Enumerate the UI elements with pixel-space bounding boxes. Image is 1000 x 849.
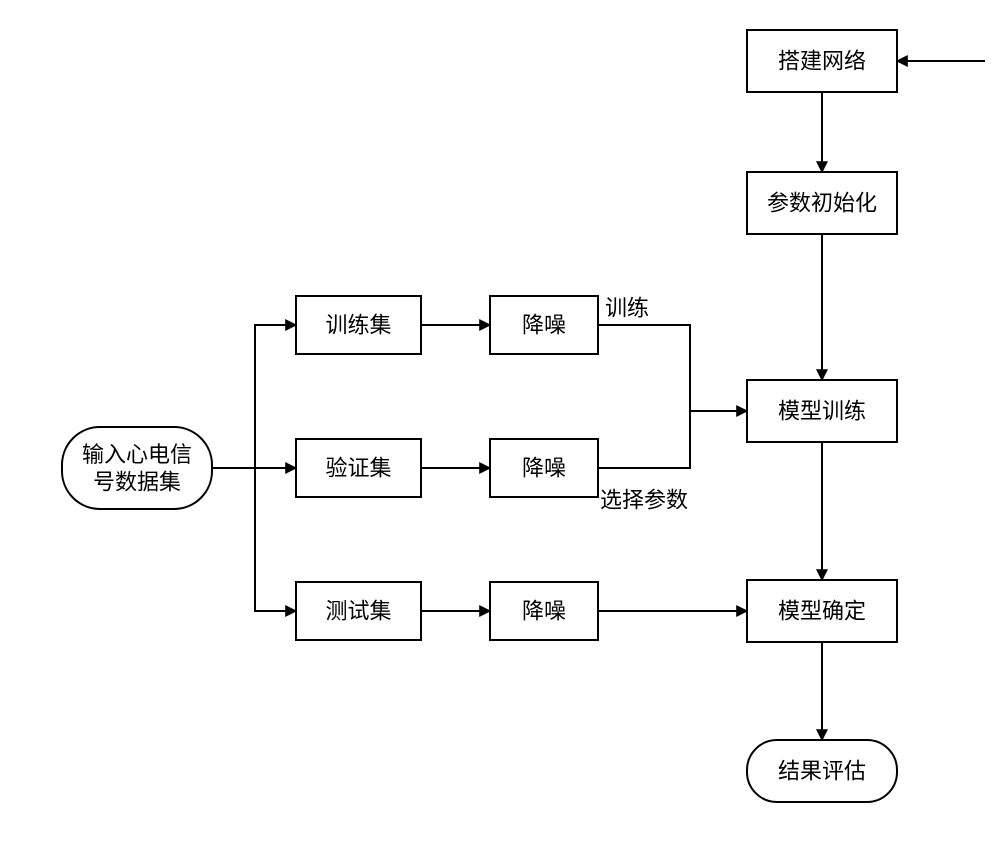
node-label: 输入心电信 — [82, 442, 192, 467]
flow-edge — [212, 325, 296, 468]
flow-edge — [598, 411, 690, 468]
flow-edge — [212, 468, 296, 611]
node-label: 号数据集 — [93, 469, 181, 494]
node-label: 模型训练 — [778, 399, 866, 424]
flowchart-diagram: 训练选择参数输入心电信号数据集训练集验证集测试集降噪降噪降噪搭建网络参数初始化模… — [0, 0, 1000, 849]
edge-label: 选择参数 — [600, 488, 688, 513]
node-label: 验证集 — [325, 456, 391, 481]
node-label: 搭建网络 — [778, 49, 866, 74]
node-label: 参数初始化 — [767, 191, 877, 216]
node-input — [62, 427, 212, 509]
node-label: 测试集 — [325, 599, 391, 624]
node-label: 结果评估 — [778, 759, 866, 784]
flow-edge — [598, 325, 747, 411]
node-label: 降噪 — [522, 456, 566, 481]
edge-label: 训练 — [605, 296, 649, 321]
node-label: 训练集 — [325, 313, 391, 338]
node-label: 模型确定 — [778, 599, 866, 624]
node-label: 降噪 — [522, 599, 566, 624]
node-label: 降噪 — [522, 313, 566, 338]
